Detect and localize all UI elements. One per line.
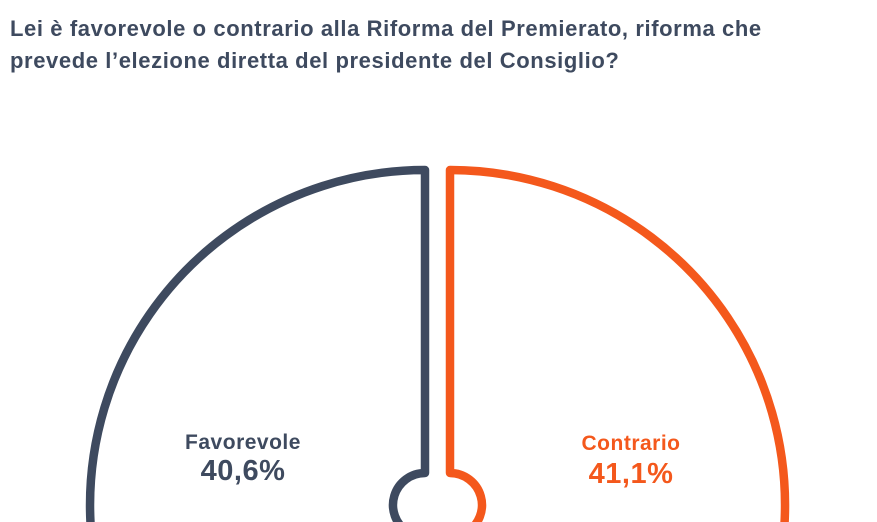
question-title-line-1: Lei è favorevole o contrario alla Riform… [10,16,762,41]
contrario-value: 41,1% [588,458,674,490]
contrario-label: Contrario [581,432,681,455]
favorevole-label: Favorevole [185,431,301,454]
pie-slice-contrario [445,165,790,522]
question-title: Lei è favorevole o contrario alla Riform… [10,13,870,77]
question-title-line-2: prevede l’elezione diretta del president… [10,48,620,73]
favorevole-value: 40,6% [200,455,286,487]
pie-slice-favorevole [85,165,430,522]
